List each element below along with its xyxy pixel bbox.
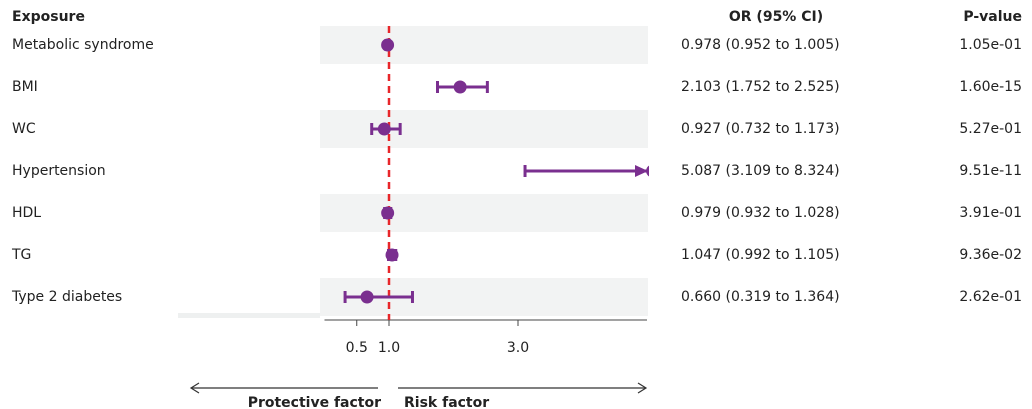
estimate-dot	[453, 80, 467, 94]
exposure-label: BMI	[12, 79, 38, 95]
plot-area	[343, 38, 649, 304]
left-label: Protective factor	[248, 395, 381, 409]
exposure-label: HDL	[12, 205, 41, 221]
estimate-label: 5.087 (3.109 to 8.324)	[681, 163, 840, 179]
left-arrow-head	[189, 382, 200, 394]
estimate-label: 0.979 (0.932 to 1.028)	[681, 205, 840, 221]
estimate-label: 0.660 (0.319 to 1.364)	[681, 289, 840, 305]
exposure-label: Hypertension	[12, 163, 106, 179]
p-value: 9.51e-11	[959, 163, 1022, 179]
p-value: 5.27e-01	[959, 121, 1022, 137]
ci-arrow	[635, 165, 648, 177]
x-tick-label: 0.5	[346, 340, 368, 356]
row-band	[320, 110, 648, 148]
p-value: 1.60e-15	[959, 79, 1022, 95]
p-value: 1.05e-01	[959, 37, 1022, 53]
estimate-dot	[381, 206, 395, 220]
p-value: 9.36e-02	[959, 247, 1022, 263]
exposure-label: Type 2 diabetes	[11, 289, 122, 305]
band-strip	[178, 313, 320, 318]
estimate-dot	[385, 248, 399, 262]
x-tick-label: 1.0	[378, 340, 400, 356]
p-value: 3.91e-01	[959, 205, 1022, 221]
estimate-label: 0.927 (0.732 to 1.173)	[681, 121, 840, 137]
estimate-dot	[360, 290, 374, 304]
estimate-label: 0.978 (0.952 to 1.005)	[681, 37, 840, 53]
right-arrow-head	[637, 382, 648, 394]
p-value: 2.62e-01	[959, 289, 1022, 305]
estimate-dot	[377, 122, 391, 136]
estimate-dot	[646, 165, 649, 177]
estimate-header: OR (95% CI)	[729, 9, 823, 25]
exposure-label: Metabolic syndrome	[12, 37, 154, 53]
p-header: P-value	[963, 9, 1022, 25]
estimate-label: 1.047 (0.992 to 1.105)	[681, 247, 840, 263]
exposure-label: WC	[12, 121, 36, 137]
right-label: Risk factor	[404, 395, 489, 409]
row-band	[320, 194, 648, 232]
exposure-label: TG	[11, 247, 31, 263]
exposure-header: Exposure	[12, 9, 85, 25]
estimate-dot	[381, 38, 395, 52]
x-tick-label: 3.0	[507, 340, 529, 356]
row-band	[320, 26, 648, 64]
estimate-label: 2.103 (1.752 to 2.525)	[681, 79, 840, 95]
